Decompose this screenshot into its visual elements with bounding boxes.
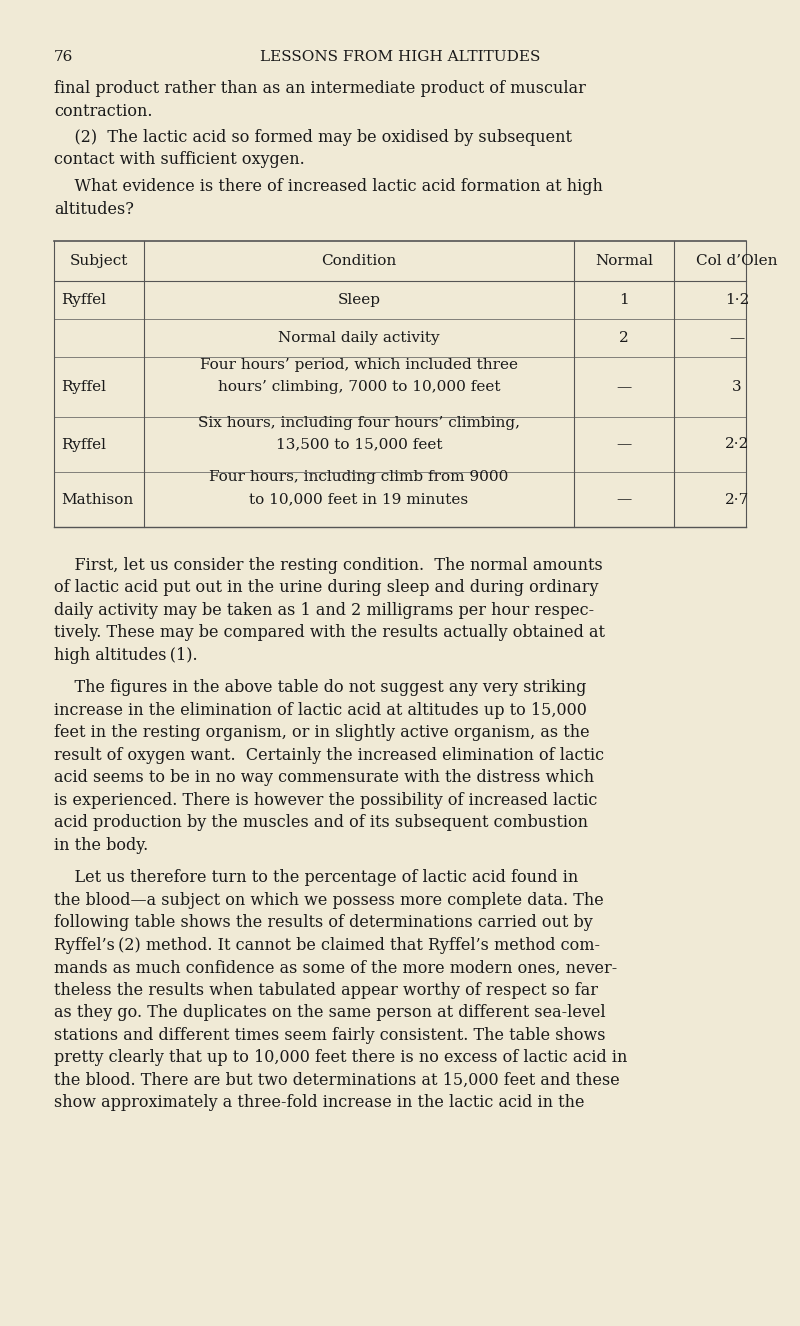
- Text: stations and different times seem fairly consistent. The table shows: stations and different times seem fairly…: [54, 1028, 606, 1044]
- Text: is experienced. There is however the possibility of increased lactic: is experienced. There is however the pos…: [54, 792, 598, 809]
- Text: 3: 3: [732, 381, 742, 394]
- Text: daily activity may be taken as 1 and 2 milligrams per hour respec-: daily activity may be taken as 1 and 2 m…: [54, 602, 594, 619]
- Text: show approximately a three-fold increase in the lactic acid in the: show approximately a three-fold increase…: [54, 1094, 585, 1111]
- Text: Normal: Normal: [595, 255, 653, 268]
- Text: 2·7: 2·7: [725, 492, 749, 507]
- Text: to 10,000 feet in 19 minutes: to 10,000 feet in 19 minutes: [250, 492, 469, 507]
- Text: acid seems to be in no way commensurate with the distress which: acid seems to be in no way commensurate …: [54, 769, 594, 786]
- Text: following table shows the results of determinations carried out by: following table shows the results of det…: [54, 915, 593, 931]
- Text: Ryffel: Ryffel: [61, 381, 106, 394]
- Text: result of oxygen want.  Certainly the increased elimination of lactic: result of oxygen want. Certainly the inc…: [54, 747, 604, 764]
- Text: the blood—a subject on which we possess more complete data. The: the blood—a subject on which we possess …: [54, 892, 604, 910]
- Text: Ryffel: Ryffel: [61, 438, 106, 451]
- Text: —: —: [730, 332, 745, 345]
- Text: Mathison: Mathison: [61, 492, 134, 507]
- Text: 13,500 to 15,000 feet: 13,500 to 15,000 feet: [276, 438, 442, 451]
- Text: Four hours’ period, which included three: Four hours’ period, which included three: [200, 358, 518, 373]
- Text: hours’ climbing, 7000 to 10,000 feet: hours’ climbing, 7000 to 10,000 feet: [218, 381, 500, 394]
- Text: as they go. The duplicates on the same person at different sea-level: as they go. The duplicates on the same p…: [54, 1005, 606, 1021]
- Text: 1·2: 1·2: [725, 293, 749, 308]
- Text: acid production by the muscles and of its subsequent combustion: acid production by the muscles and of it…: [54, 814, 588, 831]
- Text: contact with sufficient oxygen.: contact with sufficient oxygen.: [54, 151, 305, 168]
- Text: Ryffel’s (2) method. It cannot be claimed that Ryffel’s method com-: Ryffel’s (2) method. It cannot be claime…: [54, 937, 600, 953]
- Text: pretty clearly that up to 10,000 feet there is no excess of lactic acid in: pretty clearly that up to 10,000 feet th…: [54, 1049, 627, 1066]
- Text: theless the results when tabulated appear worthy of respect so far: theless the results when tabulated appea…: [54, 983, 598, 998]
- Text: Six hours, including four hours’ climbing,: Six hours, including four hours’ climbin…: [198, 415, 520, 430]
- Text: the blood. There are but two determinations at 15,000 feet and these: the blood. There are but two determinati…: [54, 1071, 620, 1089]
- Text: Sleep: Sleep: [338, 293, 381, 308]
- Text: What evidence is there of increased lactic acid formation at high: What evidence is there of increased lact…: [54, 178, 603, 195]
- Text: Subject: Subject: [70, 255, 128, 268]
- Text: altitudes?: altitudes?: [54, 200, 134, 217]
- Text: Normal daily activity: Normal daily activity: [278, 332, 440, 345]
- Text: contraction.: contraction.: [54, 102, 153, 119]
- Text: 2·2: 2·2: [725, 438, 749, 451]
- Text: Four hours, including climb from 9000: Four hours, including climb from 9000: [210, 471, 509, 484]
- Text: of lactic acid put out in the urine during sleep and during ordinary: of lactic acid put out in the urine duri…: [54, 579, 598, 597]
- Text: Let us therefore turn to the percentage of lactic acid found in: Let us therefore turn to the percentage …: [54, 870, 578, 887]
- Text: First, let us consider the resting condition.  The normal amounts: First, let us consider the resting condi…: [54, 557, 602, 574]
- Text: high altitudes (1).: high altitudes (1).: [54, 647, 198, 664]
- Text: mands as much confidence as some of the more modern ones, never-: mands as much confidence as some of the …: [54, 960, 618, 976]
- Text: Condition: Condition: [322, 255, 397, 268]
- Text: The figures in the above table do not suggest any very striking: The figures in the above table do not su…: [54, 679, 586, 696]
- Text: Col d’Olen: Col d’Olen: [696, 255, 778, 268]
- Text: 1: 1: [619, 293, 629, 308]
- Text: LESSONS FROM HIGH ALTITUDES: LESSONS FROM HIGH ALTITUDES: [260, 50, 540, 64]
- Text: —: —: [616, 381, 632, 394]
- Text: increase in the elimination of lactic acid at altitudes up to 15,000: increase in the elimination of lactic ac…: [54, 701, 587, 719]
- Text: 2: 2: [619, 332, 629, 345]
- Text: feet in the resting organism, or in slightly active organism, as the: feet in the resting organism, or in slig…: [54, 724, 590, 741]
- Text: Ryffel: Ryffel: [61, 293, 106, 308]
- Text: —: —: [616, 492, 632, 507]
- Text: final product rather than as an intermediate product of muscular: final product rather than as an intermed…: [54, 80, 586, 97]
- Text: —: —: [616, 438, 632, 451]
- Text: in the body.: in the body.: [54, 837, 148, 854]
- Text: 76: 76: [54, 50, 74, 64]
- Text: (2)  The lactic acid so formed may be oxidised by subsequent: (2) The lactic acid so formed may be oxi…: [54, 129, 572, 146]
- Text: tively. These may be compared with the results actually obtained at: tively. These may be compared with the r…: [54, 625, 605, 642]
